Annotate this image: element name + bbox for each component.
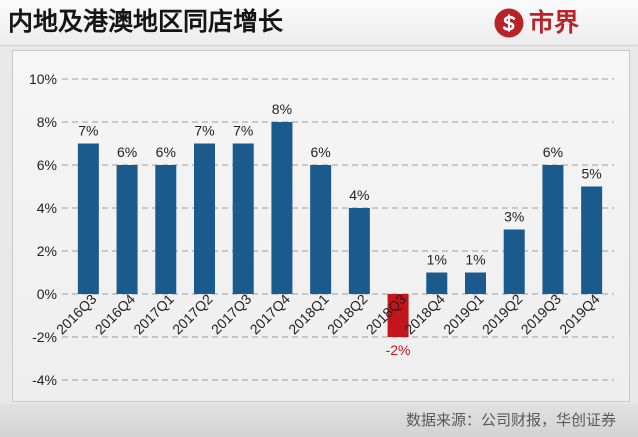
logo-wordmark: 市界 bbox=[529, 8, 580, 37]
x-category-label: 2016Q4 bbox=[92, 291, 139, 338]
bar-2019q3 bbox=[542, 165, 564, 294]
chart-title: 内地及港澳地区同店增长 bbox=[8, 7, 284, 36]
x-category-label: 2017Q4 bbox=[247, 291, 294, 338]
y-tick-label: -4% bbox=[32, 372, 57, 388]
data-label: 8% bbox=[272, 101, 292, 117]
data-label: 6% bbox=[117, 144, 137, 160]
data-label: 6% bbox=[543, 144, 563, 160]
shijie-logo: 市界 bbox=[494, 7, 579, 39]
y-tick-label: 8% bbox=[37, 114, 57, 130]
bar-2018q1 bbox=[310, 165, 332, 294]
bar-2018q3 bbox=[387, 294, 409, 337]
footer-bar: 数据来源：公司财报，华创证券 bbox=[0, 404, 638, 437]
header-bar: 内地及港澳地区同店增长 市界 bbox=[0, 0, 638, 46]
data-label: 1% bbox=[427, 252, 447, 268]
data-label: 6% bbox=[156, 144, 176, 160]
data-label: -2% bbox=[386, 342, 411, 358]
bar-2018q4 bbox=[426, 272, 448, 294]
y-tick-label: 4% bbox=[37, 200, 57, 216]
x-category-label: 2019Q2 bbox=[479, 291, 526, 338]
bar-2019q1 bbox=[465, 272, 486, 294]
x-category-label: 2019Q3 bbox=[518, 291, 565, 338]
bar-2017q3 bbox=[232, 143, 254, 294]
bar-2019q4 bbox=[581, 186, 603, 294]
x-category-label: 2017Q3 bbox=[208, 291, 255, 338]
data-label: 6% bbox=[311, 144, 331, 160]
data-label: 7% bbox=[233, 123, 253, 139]
y-tick-label: 10% bbox=[29, 71, 57, 87]
data-label: 1% bbox=[465, 252, 485, 268]
data-label: 5% bbox=[582, 166, 602, 182]
x-category-label: 2019Q1 bbox=[440, 291, 487, 338]
x-category-label: 2017Q1 bbox=[130, 291, 177, 338]
y-tick-label: 6% bbox=[37, 157, 57, 173]
data-label: 4% bbox=[349, 187, 369, 203]
bar-2018q2 bbox=[348, 208, 370, 294]
y-tick-label: -2% bbox=[32, 329, 57, 345]
x-category-label: 2018Q2 bbox=[324, 291, 371, 338]
data-label: 7% bbox=[194, 123, 214, 139]
bar-2017q2 bbox=[194, 143, 215, 294]
y-tick-label: 0% bbox=[37, 286, 57, 302]
x-category-label: 2019Q4 bbox=[556, 291, 603, 338]
bar-2016q4 bbox=[116, 165, 138, 294]
bar-2016q3 bbox=[77, 143, 99, 294]
coin-dollar-icon bbox=[494, 8, 524, 38]
x-category-label: 2017Q2 bbox=[169, 291, 216, 338]
x-category-label: 2016Q3 bbox=[53, 291, 100, 338]
data-label: 7% bbox=[78, 123, 98, 139]
bar-2017q1 bbox=[155, 165, 177, 294]
data-label: 3% bbox=[504, 209, 524, 225]
source-note: 数据来源：公司财报，华创证券 bbox=[405, 411, 616, 429]
bar-2017q4 bbox=[271, 122, 293, 294]
y-tick-label: 2% bbox=[37, 243, 57, 259]
bar-2019q2 bbox=[503, 229, 525, 294]
x-category-label: 2018Q1 bbox=[285, 291, 332, 338]
